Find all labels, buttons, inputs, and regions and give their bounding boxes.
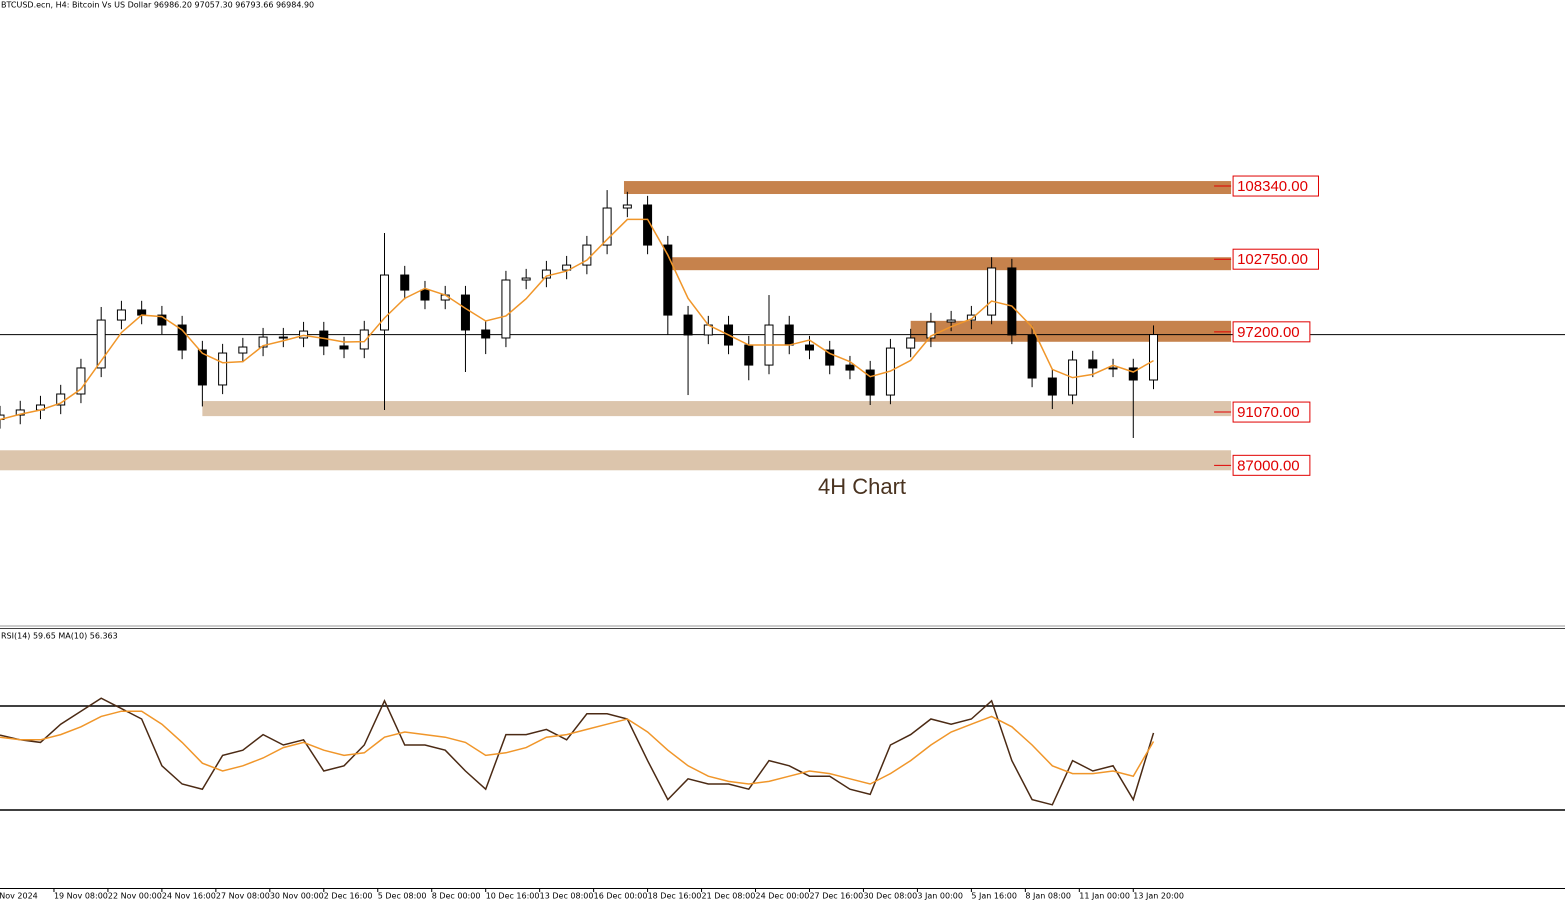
x-tick-label: 27 Dec 16:00 — [809, 892, 863, 901]
candle-body — [258, 336, 268, 348]
candle-body — [137, 309, 147, 316]
candle-body — [1108, 367, 1118, 370]
level-label-box — [1232, 401, 1311, 423]
x-tick-label: 16 Dec 00:00 — [594, 892, 648, 901]
level-label: 87000.00 — [1237, 457, 1300, 474]
candle-body — [460, 294, 470, 331]
x-tick-label: 22 Nov 00:00 — [108, 892, 162, 901]
indicator-title: RSI(14) 59.65 MA(10) 56.363 — [1, 632, 118, 641]
candle-body — [946, 319, 956, 323]
annotation: 4H Chart — [818, 474, 906, 499]
candle-body — [804, 344, 814, 351]
x-tick-label: 11 Jan 00:00 — [1079, 892, 1130, 901]
candle-body — [501, 279, 511, 339]
candle-body — [906, 337, 916, 349]
x-tick-label: 19 Nov 08:00 — [54, 892, 108, 901]
x-tick-label: 24 Nov 16:00 — [162, 892, 216, 901]
x-tick-label: 13 Dec 08:00 — [540, 892, 594, 901]
candle-body — [339, 345, 349, 350]
x-tick-label: 13 Jan 20:00 — [1133, 892, 1184, 901]
x-tick-label: 18 Dec 16:00 — [648, 892, 702, 901]
candle-body — [602, 207, 612, 246]
x-tick-label: 5 Jan 16:00 — [971, 892, 1017, 901]
line — [0, 710, 1155, 785]
x-tick-label: 24 Dec 00:00 — [756, 892, 810, 901]
candle-body — [622, 204, 632, 209]
candle-body — [825, 349, 835, 366]
candle-body — [359, 329, 369, 350]
candle-body — [1047, 377, 1057, 396]
candle-body — [784, 324, 794, 346]
candle-body — [926, 321, 936, 339]
chart-title: BTCUSD.ecn, H4: Bitcoin Vs US Dollar 969… — [1, 1, 314, 10]
candle-body — [15, 409, 25, 416]
candle-body — [1088, 359, 1098, 369]
candle-body — [197, 349, 207, 386]
candle-body — [420, 289, 430, 301]
x-tick-label: 27 Nov 08:00 — [216, 892, 270, 901]
line — [0, 218, 1154, 421]
level-label: 102750.00 — [1237, 251, 1308, 268]
level-label: 108340.00 — [1237, 178, 1308, 195]
x-tick-label: 10 Dec 16:00 — [486, 892, 540, 901]
candle-body — [521, 277, 531, 281]
candle-body — [96, 319, 106, 369]
x-tick-label: 8 Jan 08:00 — [1025, 892, 1071, 901]
zone — [202, 401, 1232, 417]
zone — [0, 450, 1232, 471]
zone — [623, 181, 1232, 195]
x-tick-label: 2 Dec 16:00 — [324, 892, 373, 901]
candle-body — [541, 269, 551, 279]
candle-body — [116, 309, 126, 321]
candle-body — [1007, 267, 1017, 336]
x-tick-label: 30 Nov 00:00 — [270, 892, 324, 901]
x-tick-label: 8 Dec 00:00 — [432, 892, 481, 901]
x-tick-label: 30 Dec 08:00 — [863, 892, 917, 901]
candle-body — [238, 346, 248, 354]
level-label: 91070.00 — [1237, 404, 1300, 421]
candle-body — [865, 369, 875, 396]
candle-body — [1149, 334, 1159, 381]
candle-body — [987, 267, 997, 316]
x-tick-label: 3 Jan 00:00 — [917, 892, 963, 901]
level-label-box — [1232, 321, 1311, 343]
zone — [664, 257, 1232, 271]
line — [0, 697, 1155, 806]
x-tick-label: 16 Nov 2024 — [0, 892, 38, 901]
candle-body — [400, 274, 410, 291]
candle-body — [562, 264, 572, 271]
candle-body — [481, 329, 491, 339]
candle-body — [663, 244, 673, 316]
candle-body — [278, 336, 288, 339]
level-label-box — [1232, 248, 1319, 270]
level-label-box — [1232, 175, 1319, 197]
candle-body — [177, 324, 187, 351]
level-label-box — [1232, 454, 1311, 476]
candle-body — [744, 344, 754, 366]
candle-body — [845, 364, 855, 371]
level-label: 97200.00 — [1237, 324, 1300, 341]
candle-body — [966, 314, 976, 321]
candle-body — [380, 274, 390, 331]
candle-body — [1128, 367, 1138, 381]
candle-body — [218, 352, 228, 386]
candle-body — [0, 414, 5, 421]
candle-body — [76, 367, 86, 395]
candle-body — [299, 330, 309, 339]
candle-body — [683, 314, 693, 336]
x-tick-label: 5 Dec 08:00 — [378, 892, 427, 901]
x-tick-label: 21 Dec 08:00 — [702, 892, 756, 901]
candle-body — [1027, 334, 1037, 379]
